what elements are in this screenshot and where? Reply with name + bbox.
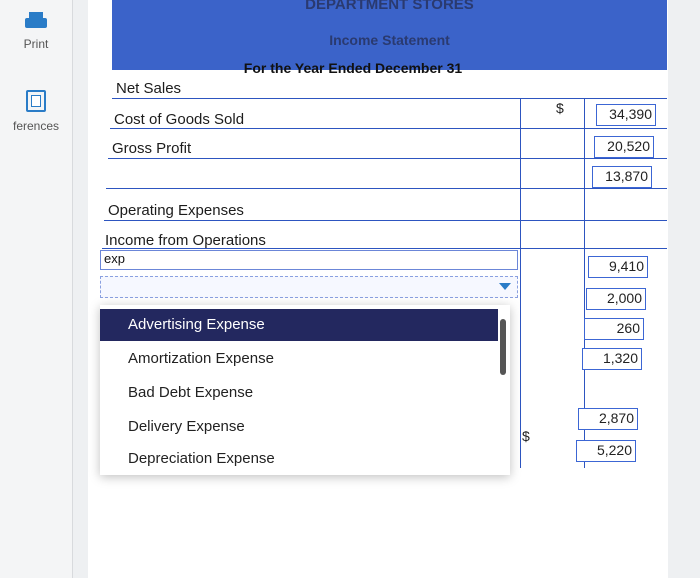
print-button[interactable]: Print — [0, 12, 72, 51]
statement-header: DEPARTMENT STORES Income Statement — [112, 0, 667, 70]
grid-line — [110, 128, 667, 129]
dropdown-option-delivery[interactable]: Delivery Expense — [128, 418, 245, 435]
income-from-operations-label[interactable]: Income from Operations — [105, 232, 266, 249]
net-sales-label[interactable]: Net Sales — [116, 80, 182, 97]
dropdown-option-advertising[interactable]: Advertising Expense — [100, 309, 498, 341]
chevron-down-icon[interactable] — [499, 283, 511, 290]
currency-sign-2: $ — [522, 428, 530, 444]
company-name: DEPARTMENT STORES — [305, 0, 474, 13]
account-search-input[interactable]: exp — [100, 250, 518, 270]
dropdown-option-amortization[interactable]: Amortization Expense — [128, 350, 274, 367]
references-label: ferences — [12, 119, 60, 133]
gross-profit-label[interactable]: Gross Profit — [112, 140, 192, 157]
expense-value-1[interactable]: 9,410 — [588, 256, 648, 278]
expense-value-3[interactable]: 260 — [584, 318, 644, 340]
account-select[interactable] — [100, 276, 518, 298]
grid-line — [104, 220, 667, 221]
statement-title: Income Statement — [329, 32, 450, 48]
period-title: For the Year Ended December 31 — [243, 60, 463, 76]
references-icon — [26, 90, 46, 112]
references-button[interactable]: ferences — [0, 90, 72, 133]
print-label: Print — [23, 37, 49, 51]
dropdown-option-bad-debt[interactable]: Bad Debt Expense — [128, 384, 254, 401]
expense-value-5[interactable]: 2,870 — [578, 408, 638, 430]
currency-sign: $ — [556, 100, 564, 116]
grid-line — [112, 98, 667, 99]
grid-line — [108, 158, 667, 159]
gross-profit-value[interactable]: 13,870 — [592, 166, 652, 188]
expense-value-4[interactable]: 1,320 — [582, 348, 642, 370]
printer-icon — [25, 12, 47, 30]
grid-line — [106, 188, 667, 189]
grid-line — [102, 248, 667, 249]
grid-line — [520, 98, 521, 468]
cogs-value[interactable]: 20,520 — [594, 136, 654, 158]
expense-value-2[interactable]: 2,000 — [586, 288, 646, 310]
left-sidebar: Print ferences — [0, 0, 73, 578]
net-sales-value[interactable]: 34,390 — [596, 104, 656, 126]
dropdown-option-depreciation[interactable]: Depreciation Expense — [128, 450, 275, 467]
dropdown-scrollbar[interactable] — [500, 319, 506, 375]
grid-line — [584, 98, 585, 468]
expense-value-6[interactable]: 5,220 — [576, 440, 636, 462]
operating-expenses-label[interactable]: Operating Expenses — [108, 202, 244, 219]
account-dropdown[interactable]: Advertising Expense Amortization Expense… — [100, 305, 510, 475]
cogs-label[interactable]: Cost of Goods Sold — [114, 111, 245, 128]
